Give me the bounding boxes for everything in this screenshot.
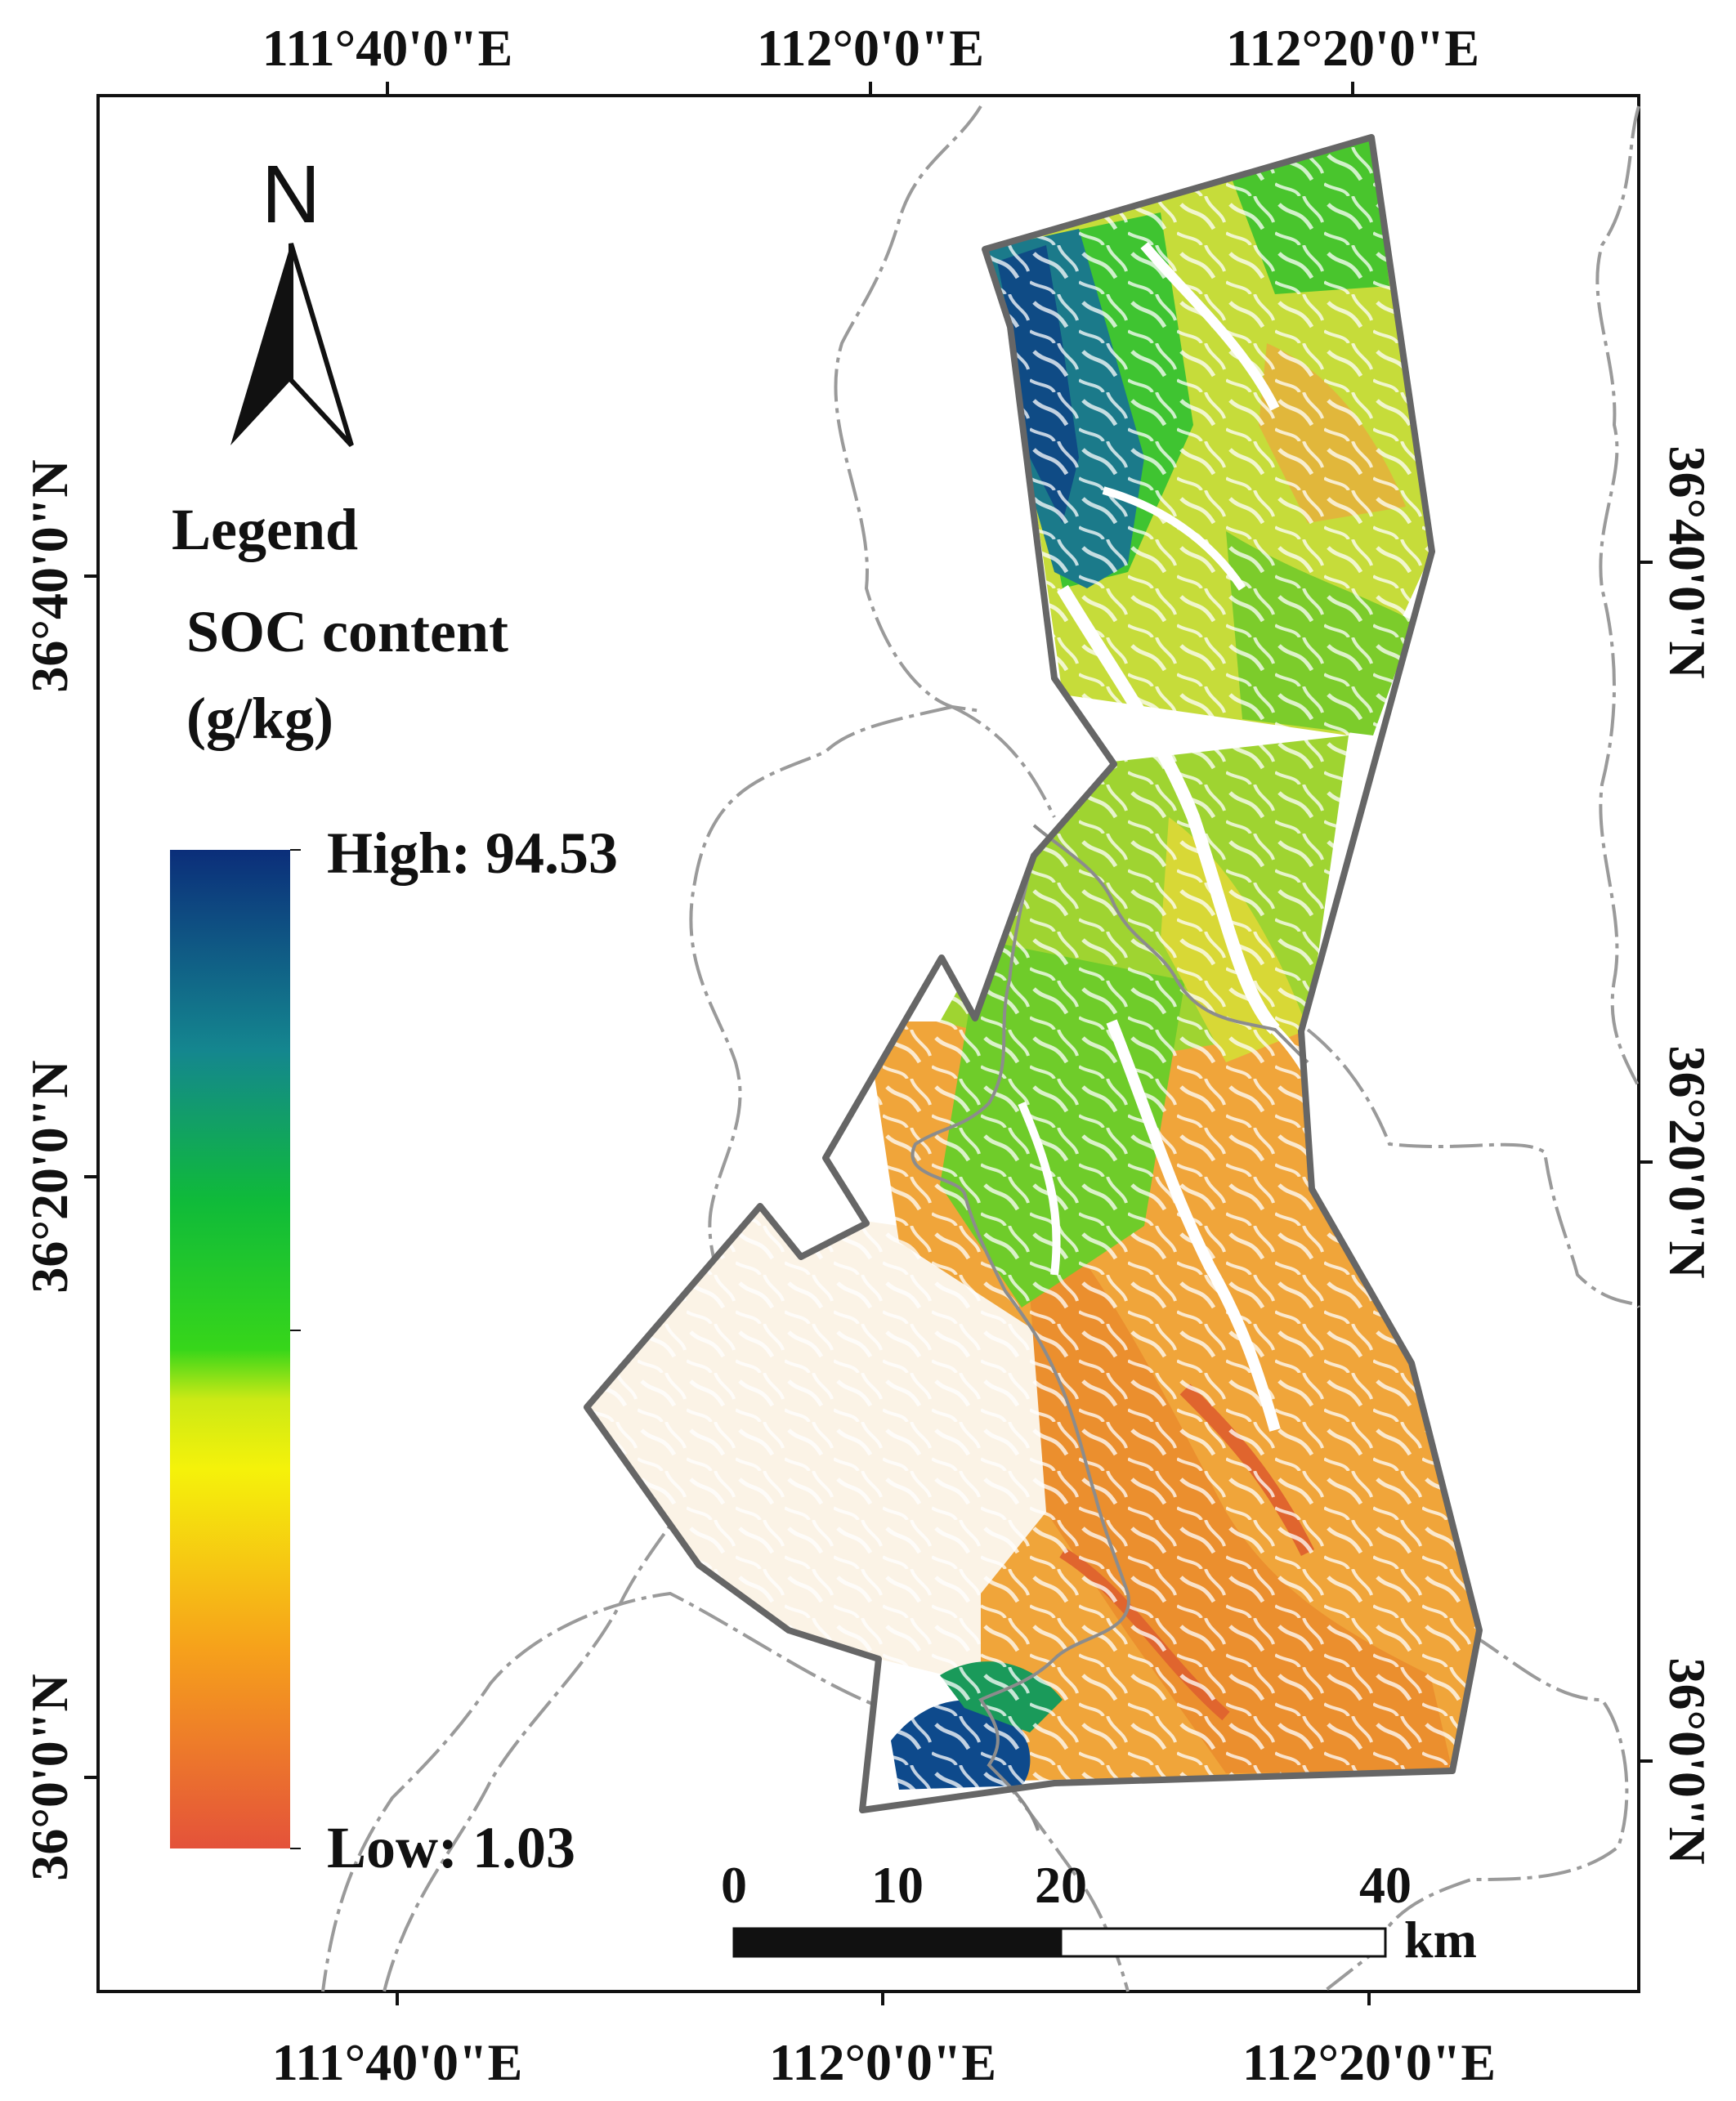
scale-bar: 0 10 20 40 km [721, 1856, 1477, 1969]
coord-bottom-2: 112°0'0"E [769, 2033, 996, 2091]
coord-top-1: 111°40'0"E [262, 19, 513, 77]
legend: Legend SOC content (g/kg) High: 94.53 Lo… [170, 497, 618, 1880]
scale-bar-empty [1059, 1927, 1387, 1958]
coord-right-1: 36°40'0"N [1658, 445, 1716, 678]
legend-variable: SOC content [186, 599, 508, 664]
coord-top-2: 112°0'0"E [757, 19, 984, 77]
north-arrow: N [230, 149, 354, 448]
coord-right-3: 36°0'0"N [1658, 1657, 1716, 1864]
study-area-outline [584, 134, 1483, 1813]
inner-boundary-line [911, 824, 1309, 1831]
coordinate-ticks [84, 82, 1653, 2005]
coord-left-3: 36°0'0"N [20, 1674, 78, 1880]
scale-bar-filled [732, 1927, 1063, 1958]
north-label: N [262, 149, 320, 240]
legend-color-ramp [170, 850, 290, 1848]
coord-left-2: 36°20'0"N [20, 1060, 78, 1293]
legend-title: Legend [172, 497, 358, 562]
coord-bottom-3: 112°20'0"E [1242, 2033, 1496, 2091]
legend-unit: (g/kg) [186, 686, 333, 751]
north-arrow-icon [230, 244, 291, 445]
scale-tick-20: 20 [1035, 1856, 1087, 1914]
scale-unit: km [1404, 1911, 1477, 1969]
coord-right-2: 36°20'0"N [1658, 1045, 1716, 1278]
scale-tick-10: 10 [871, 1856, 924, 1914]
legend-low-label: Low: 1.03 [327, 1815, 575, 1880]
coord-bottom-1: 111°40'0"E [272, 2033, 523, 2091]
coord-top-3: 112°20'0"E [1226, 19, 1479, 77]
coord-left-1: 36°40'0"N [20, 459, 78, 692]
scale-tick-0: 0 [721, 1856, 747, 1914]
legend-high-label: High: 94.53 [327, 820, 618, 886]
scale-tick-40: 40 [1359, 1856, 1412, 1914]
